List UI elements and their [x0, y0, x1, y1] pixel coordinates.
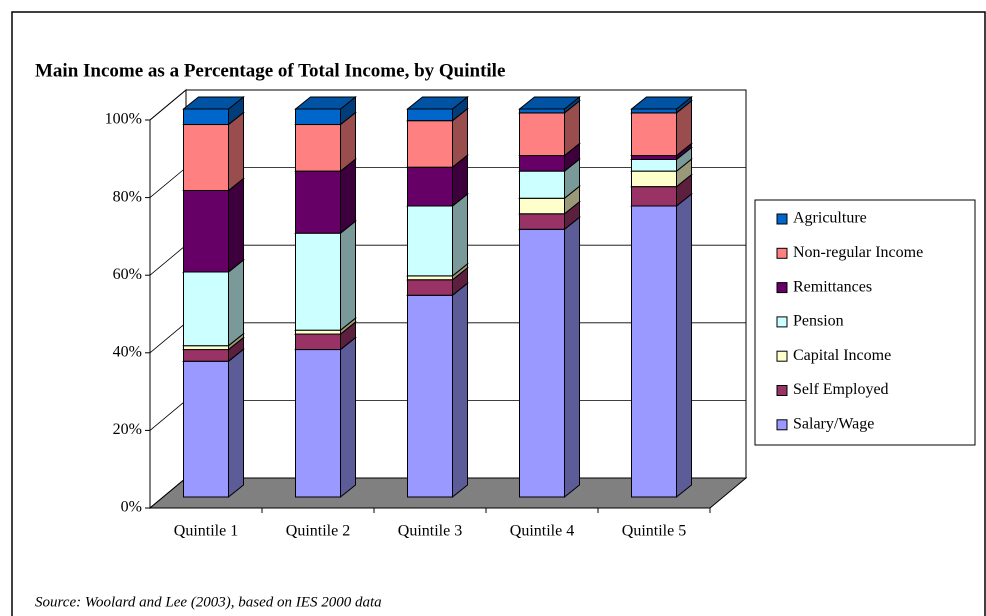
bar-side — [452, 192, 468, 277]
bar-front — [631, 155, 677, 160]
y-tick-label: 60% — [113, 266, 142, 283]
bar-front — [519, 108, 565, 114]
bar-side — [340, 158, 356, 235]
legend-swatch — [776, 419, 788, 431]
grid-line — [149, 89, 746, 121]
bar-front — [295, 329, 341, 335]
bar-segment — [182, 95, 245, 126]
legend-swatch — [776, 282, 788, 294]
bar-front — [631, 112, 677, 157]
bar-side — [452, 282, 468, 499]
bar-side — [228, 111, 244, 192]
bar-segment — [182, 348, 245, 499]
bar-segment — [294, 336, 357, 499]
bar-front — [631, 170, 677, 188]
bar-top — [518, 96, 581, 110]
bar-front — [407, 166, 453, 207]
bar-front — [407, 205, 453, 277]
bar-segment — [406, 282, 469, 499]
bar-side — [676, 192, 692, 499]
bar-side — [564, 216, 580, 499]
bar-front — [631, 186, 677, 207]
bar-front — [631, 205, 677, 498]
side-wall — [149, 88, 187, 510]
bar-top — [182, 96, 245, 110]
bar-front — [295, 349, 341, 498]
bar-segment — [518, 95, 581, 114]
bar-side — [228, 258, 244, 347]
y-tick-label: 40% — [113, 343, 142, 360]
bar-front — [631, 108, 677, 114]
bar-front — [407, 120, 453, 168]
legend-label: Agriculture — [793, 210, 867, 227]
y-tick-label: 0% — [121, 499, 142, 516]
bar-front — [295, 333, 341, 351]
bar-front — [407, 275, 453, 281]
y-tick-label: 80% — [113, 188, 142, 205]
bar-front — [183, 124, 229, 191]
bar-top — [406, 96, 469, 110]
bar-side — [340, 336, 356, 499]
bar-front — [407, 279, 453, 296]
legend-box — [754, 199, 976, 446]
legend-label: Pension — [793, 313, 844, 330]
x-tick-label: Quintile 4 — [510, 523, 574, 540]
bar-segment — [182, 177, 245, 274]
bar-front — [519, 228, 565, 498]
x-tick-label: Quintile 5 — [622, 523, 686, 540]
y-tick-label: 100% — [105, 111, 142, 128]
bar-front — [295, 124, 341, 172]
bar-top — [294, 96, 357, 110]
legend-label: Self Employed — [793, 381, 889, 398]
bar-segment — [406, 95, 469, 122]
bar-segment — [630, 192, 693, 499]
legend-label: Capital Income — [793, 347, 891, 364]
legend-swatch — [776, 316, 788, 328]
x-tick-label: Quintile 1 — [174, 523, 238, 540]
bar-front — [183, 271, 229, 347]
bar-segment — [294, 220, 357, 332]
source-note: Source: Woolard and Lee (2003), based on… — [35, 594, 382, 610]
bar-front — [295, 170, 341, 234]
bar-top — [630, 96, 693, 110]
bar-front — [407, 108, 453, 122]
legend-swatch — [776, 350, 788, 362]
bar-segment — [182, 258, 245, 347]
bar-front — [183, 349, 229, 362]
bar-front — [519, 170, 565, 199]
chart-title: Main Income as a Percentage of Total Inc… — [35, 60, 505, 81]
x-tick-label: Quintile 2 — [286, 523, 350, 540]
legend-label: Remittances — [793, 278, 872, 295]
bar-front — [183, 345, 229, 351]
legend-label: Salary/Wage — [793, 415, 874, 432]
bar-front — [631, 158, 677, 172]
bar-segment — [518, 216, 581, 499]
legend-swatch — [776, 385, 788, 396]
bar-segment — [294, 95, 357, 126]
frame — [11, 11, 986, 616]
bar-front — [183, 360, 229, 498]
bar-front — [183, 189, 229, 273]
bar-front — [295, 232, 341, 331]
bar-side — [228, 177, 244, 274]
legend-swatch — [776, 247, 788, 259]
bar-front — [295, 108, 341, 126]
y-tick-label: 20% — [113, 421, 142, 438]
bar-side — [340, 220, 356, 332]
legend-swatch — [776, 213, 788, 225]
bar-front — [519, 213, 565, 230]
bar-front — [407, 294, 453, 498]
legend-label: Non-regular Income — [793, 244, 923, 261]
bar-front — [519, 197, 565, 215]
bar-front — [183, 108, 229, 126]
bar-front — [519, 112, 565, 157]
bar-front — [519, 155, 565, 172]
bar-segment — [630, 95, 693, 114]
bar-side — [228, 348, 244, 499]
x-tick-label: Quintile 3 — [398, 523, 462, 540]
